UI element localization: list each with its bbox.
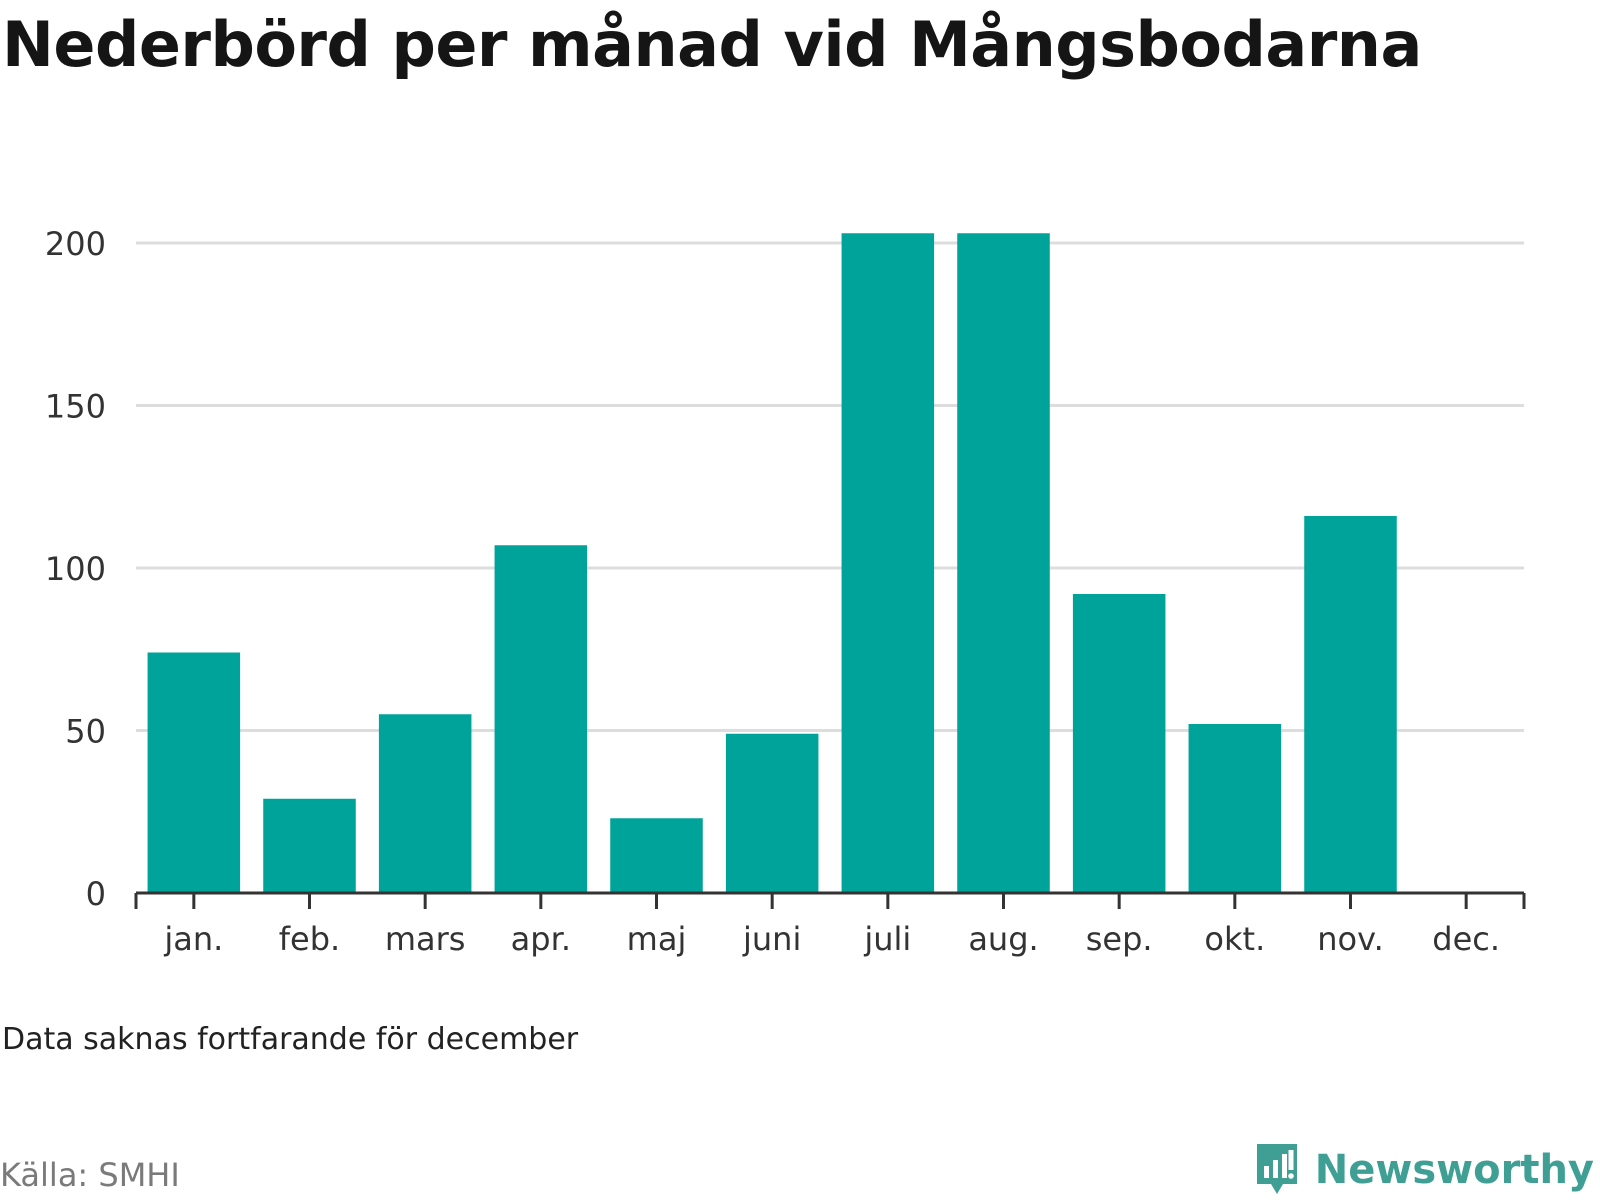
x-tick-label: sep. <box>1086 920 1153 958</box>
x-tick-label: mars <box>385 920 466 958</box>
bar <box>1072 594 1166 893</box>
x-axis-ticks: jan. feb. mars apr. maj juni juli aug. sep. okt. n… <box>163 920 1500 958</box>
x-tick-label: juli <box>863 920 911 958</box>
x-axis <box>134 891 1526 909</box>
y-tick-label: 150 <box>45 388 106 426</box>
y-tick-label: 100 <box>45 550 106 588</box>
bar <box>494 545 588 893</box>
bar <box>957 233 1050 893</box>
x-tick-label: apr. <box>511 920 571 958</box>
x-tick-label: feb. <box>279 920 340 958</box>
brand-name: Newsworthy <box>1314 1147 1594 1193</box>
y-tick-label: 0 <box>86 875 106 913</box>
bars <box>147 233 1397 893</box>
gridlines <box>136 241 1524 732</box>
brand: Newsworthy <box>1253 1140 1594 1200</box>
bar <box>378 714 472 893</box>
x-tick-label: okt. <box>1204 920 1265 958</box>
bar <box>610 818 703 893</box>
x-tick-label: juni <box>742 920 801 958</box>
x-tick-label: jan. <box>163 920 223 958</box>
bar <box>263 798 356 893</box>
bar-chart: 0 50 100 150 200 jan. feb. mars apr. maj juni juli… <box>45 225 1526 958</box>
x-tick-label: aug. <box>968 920 1038 958</box>
bar <box>1304 516 1397 893</box>
footnote: Data saknas fortfarande för december <box>2 1022 579 1057</box>
y-tick-label: 50 <box>65 713 106 751</box>
y-axis-ticks: 0 50 100 150 200 <box>45 225 106 913</box>
bar <box>841 233 935 893</box>
chart-title: Nederbörd per månad vid Mångsbodarna <box>2 8 1422 81</box>
x-tick-label: maj <box>627 920 687 958</box>
newsworthy-logo-icon <box>1256 1144 1297 1194</box>
y-tick-label: 200 <box>45 225 106 263</box>
x-tick-label: nov. <box>1317 920 1383 958</box>
x-tick-label: dec. <box>1432 920 1500 958</box>
bar <box>1188 724 1282 893</box>
bar <box>147 652 241 893</box>
source-label: Källa: SMHI <box>0 1156 180 1194</box>
bar <box>725 733 819 893</box>
